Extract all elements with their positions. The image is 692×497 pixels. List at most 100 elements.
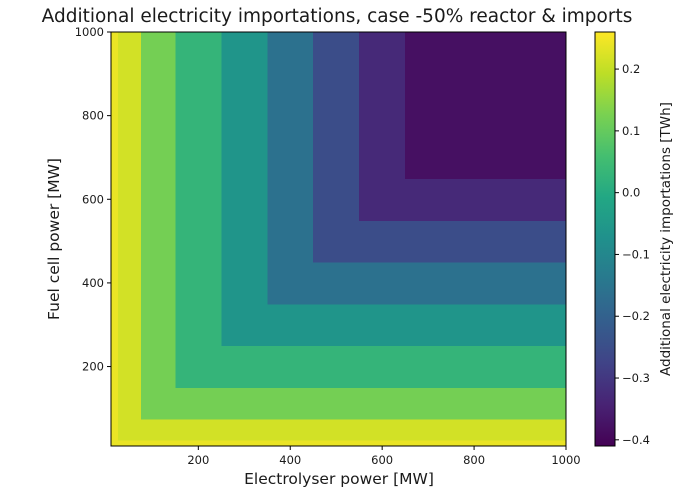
heatmap-cell	[267, 220, 314, 263]
heatmap-cell	[405, 439, 567, 447]
heatmap-cell	[359, 418, 406, 441]
x-tick-label: 200	[187, 453, 209, 467]
heatmap-cell	[359, 220, 406, 263]
heatmap-cell	[221, 387, 268, 420]
heatmap-cell	[111, 418, 119, 441]
heatmap-cell	[117, 345, 142, 389]
heatmap-cell	[175, 262, 222, 305]
x-axis: 200 400 600 800 1000	[187, 446, 581, 467]
heatmap-cell	[405, 220, 567, 263]
heatmap-cell	[111, 439, 119, 447]
heatmap-cell	[117, 220, 142, 263]
heatmap-cell	[175, 439, 222, 447]
y-tick-label: 1000	[75, 25, 104, 39]
heatmap-cell	[267, 439, 314, 447]
heatmap-cell	[359, 439, 406, 447]
heatmap-cell	[117, 303, 142, 347]
heatmap-cell	[221, 303, 268, 347]
heatmap-cell	[313, 262, 360, 305]
heatmap-cell	[140, 418, 176, 441]
colorbar-tick-label: 0.2	[622, 62, 640, 76]
heatmap-cells	[111, 32, 567, 447]
heatmap-cell	[111, 387, 119, 420]
heatmap-cell	[117, 262, 142, 305]
y-tick-label: 400	[82, 276, 104, 290]
heatmap-cell	[267, 262, 314, 305]
x-tick-label: 400	[279, 453, 301, 467]
heatmap-cell	[140, 387, 176, 420]
x-tick-label: 600	[371, 453, 393, 467]
y-tick-label: 800	[82, 109, 104, 123]
colorbar-tick-label: 0.0	[622, 186, 640, 200]
colorbar-tick-label: −0.2	[622, 309, 650, 323]
heatmap-cell	[111, 262, 119, 305]
colorbar-axis: 0.2 0.1 0.0 −0.1 −0.2 −0.3 −0.4	[615, 62, 650, 447]
x-tick-label: 1000	[551, 453, 580, 467]
colorbar-tick-label: −0.1	[622, 247, 650, 261]
heatmap-cell	[117, 439, 142, 447]
heatmap-cell	[313, 32, 360, 179]
heatmap-cell	[221, 262, 268, 305]
heatmap-cell	[140, 439, 176, 447]
heatmap-cell	[175, 303, 222, 347]
heatmap-cell	[221, 418, 268, 441]
colorbar-tick-label: 0.1	[622, 124, 640, 138]
heatmap-cell	[405, 262, 567, 305]
heatmap-cell	[117, 387, 142, 420]
x-tick-label: 800	[463, 453, 485, 467]
heatmap-cell	[267, 345, 314, 389]
y-tick-label: 600	[82, 192, 104, 206]
heatmap-cell	[221, 32, 268, 179]
heatmap-cell	[221, 220, 268, 263]
heatmap-cell	[359, 262, 406, 305]
heatmap-cell	[313, 303, 360, 347]
heatmap-cell	[313, 178, 360, 221]
heatmap-cell	[175, 220, 222, 263]
colorbar	[594, 31, 616, 447]
heatmap-cell	[405, 387, 567, 420]
heatmap-cell	[313, 387, 360, 420]
y-axis: 200 400 600 800 1000	[75, 25, 111, 374]
heatmap-cell	[221, 345, 268, 389]
colorbar-tick-label: −0.4	[622, 433, 650, 447]
heatmap-cell	[140, 262, 176, 305]
heatmap-cell	[221, 439, 268, 447]
heatmap-cell	[267, 32, 314, 179]
heatmap-cell	[313, 418, 360, 441]
heatmap-cell	[405, 418, 567, 441]
heatmap-cell	[221, 178, 268, 221]
heatmap-cell	[175, 178, 222, 221]
heatmap-cell	[267, 178, 314, 221]
heatmap-cell	[175, 387, 222, 420]
heatmap-cell	[359, 303, 406, 347]
heatmap-cell	[405, 178, 567, 221]
heatmap-cell	[267, 303, 314, 347]
heatmap-cell	[175, 418, 222, 441]
heatmap-cell	[313, 439, 360, 447]
heatmap-cell	[175, 32, 222, 179]
plot-frame	[110, 31, 567, 447]
heatmap-cell	[405, 345, 567, 389]
heatmap-cell	[117, 32, 142, 179]
y-axis-label: Fuel cell power [MW]	[45, 158, 63, 320]
colorbar-label: Additional electricity importations [TWh…	[658, 102, 674, 376]
heatmap-cell	[359, 32, 406, 179]
heatmap-cell	[405, 303, 567, 347]
heatmap-cell	[313, 220, 360, 263]
heatmap-cell	[140, 345, 176, 389]
heatmap-cell	[111, 32, 119, 179]
heatmap-cell	[359, 387, 406, 420]
heatmap-cell	[111, 178, 119, 221]
y-tick-label: 200	[82, 360, 104, 374]
heatmap-cell	[175, 345, 222, 389]
heatmap-cell	[267, 387, 314, 420]
heatmap-cell	[405, 32, 567, 179]
heatmap-cell	[140, 32, 176, 179]
heatmap-cell	[140, 178, 176, 221]
heatmap-cell	[359, 178, 406, 221]
heatmap-cell	[267, 418, 314, 441]
heatmap-cell	[111, 220, 119, 263]
heatmap-cell	[117, 178, 142, 221]
heatmap-cell	[111, 345, 119, 389]
